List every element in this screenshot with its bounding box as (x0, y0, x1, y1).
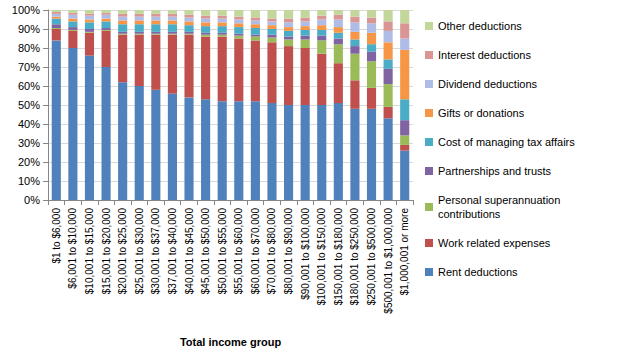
svg-text:0%: 0% (24, 194, 40, 206)
svg-text:$1,000,001 or more: $1,000,001 or more (399, 208, 410, 296)
svg-text:$80,001 to $90,000: $80,001 to $90,000 (283, 208, 294, 295)
svg-text:100%: 100% (12, 4, 40, 16)
svg-text:Dividend deductions: Dividend deductions (438, 78, 538, 90)
svg-text:70%: 70% (18, 61, 40, 73)
svg-text:$45,001 to $50,000: $45,001 to $50,000 (200, 208, 211, 295)
svg-text:Total income group: Total income group (180, 336, 282, 348)
svg-text:$100,001 to $150,000: $100,001 to $150,000 (316, 208, 327, 306)
svg-text:Interest deductions: Interest deductions (438, 49, 531, 61)
svg-text:$500,001 to $1,000,000: $500,001 to $1,000,000 (383, 208, 394, 314)
svg-text:$10,001 to $15,000: $10,001 to $15,000 (84, 208, 95, 295)
svg-text:80%: 80% (18, 42, 40, 54)
svg-text:$90,001 to $100,000: $90,001 to $100,000 (300, 208, 311, 300)
svg-text:$40,001 to $45,000: $40,001 to $45,000 (184, 208, 195, 295)
svg-text:contributions: contributions (438, 208, 501, 220)
svg-text:$60,001 to $70,000: $60,001 to $70,000 (250, 208, 261, 295)
svg-text:60%: 60% (18, 80, 40, 92)
svg-text:$70,001 to $80,000: $70,001 to $80,000 (266, 208, 277, 295)
svg-text:$1 to $6,000: $1 to $6,000 (51, 208, 62, 264)
svg-text:Rent deductions: Rent deductions (438, 266, 518, 278)
svg-text:$6,001 to $10,000: $6,001 to $10,000 (67, 208, 78, 289)
svg-text:30%: 30% (18, 137, 40, 149)
svg-text:$250,001 to $500,000: $250,001 to $500,000 (366, 208, 377, 306)
svg-text:$55,001 to $60,000: $55,001 to $60,000 (233, 208, 244, 295)
svg-text:Cost of managing tax affairs: Cost of managing tax affairs (438, 136, 575, 148)
svg-text:Personal superannuation: Personal superannuation (438, 194, 563, 206)
svg-text:$25,001 to $30,000: $25,001 to $30,000 (134, 208, 145, 295)
svg-text:$50,001 to $55,000: $50,001 to $55,000 (217, 208, 228, 295)
svg-text:Other deductions: Other deductions (438, 20, 522, 32)
svg-text:90%: 90% (18, 23, 40, 35)
svg-text:10%: 10% (18, 175, 40, 187)
svg-text:20%: 20% (18, 156, 40, 168)
svg-text:Gifts or donations: Gifts or donations (438, 107, 525, 119)
svg-text:Work related expenses: Work related expenses (438, 237, 551, 249)
svg-text:50%: 50% (18, 99, 40, 111)
svg-text:40%: 40% (18, 118, 40, 130)
svg-text:Partnerships and trusts: Partnerships and trusts (438, 165, 552, 177)
svg-text:$180,001 to $250,000: $180,001 to $250,000 (349, 208, 360, 306)
svg-text:$37,001 to $40,000: $37,001 to $40,000 (167, 208, 178, 295)
svg-text:$150,001 to $180,000: $150,001 to $180,000 (333, 208, 344, 306)
svg-text:$15,001 to $20,000: $15,001 to $20,000 (101, 208, 112, 295)
svg-text:$20,001 to $25,000: $20,001 to $25,000 (117, 208, 128, 295)
svg-text:$30,001 to $37,000: $30,001 to $37,000 (150, 208, 161, 295)
